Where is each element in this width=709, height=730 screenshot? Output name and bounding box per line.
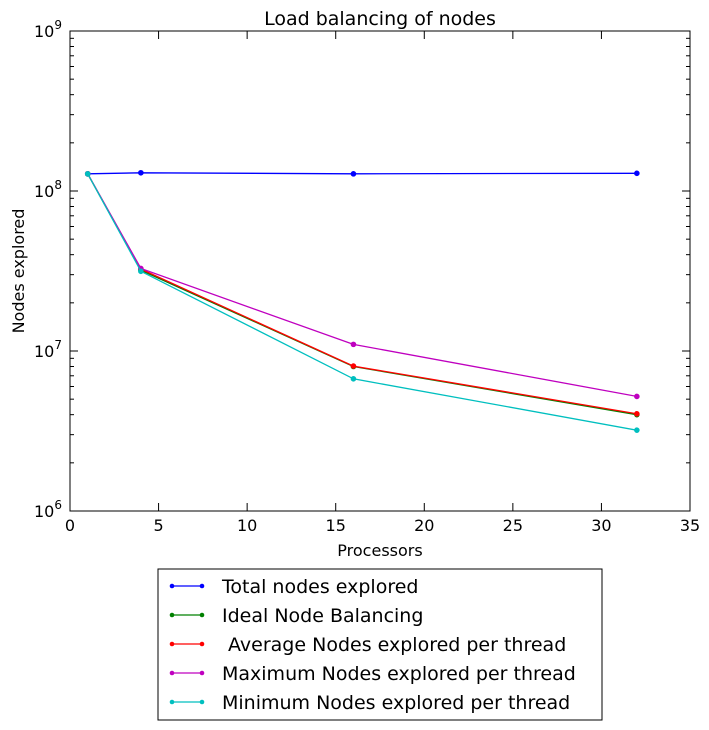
y-tick-label: 108 bbox=[34, 178, 62, 201]
y-tick-base: 10 bbox=[34, 22, 54, 41]
data-point bbox=[84, 171, 91, 177]
data-point bbox=[634, 393, 640, 400]
x-axis-title: Processors bbox=[337, 541, 422, 560]
legend-swatch-marker bbox=[169, 670, 175, 676]
y-tick-exponent: 8 bbox=[54, 178, 62, 192]
y-tick-label: 109 bbox=[34, 18, 62, 41]
y-axis-title: Nodes explored bbox=[9, 209, 28, 334]
x-tick-label: 5 bbox=[153, 516, 163, 535]
data-point bbox=[350, 171, 357, 177]
data-point bbox=[350, 376, 357, 382]
legend-box bbox=[157, 568, 603, 721]
legend-swatch-marker bbox=[199, 641, 205, 647]
y-tick-exponent: 9 bbox=[54, 18, 62, 32]
y-tick-exponent: 7 bbox=[54, 338, 62, 352]
data-point bbox=[350, 363, 357, 369]
x-tick-label: 15 bbox=[326, 516, 346, 535]
legend-swatch-marker bbox=[169, 699, 175, 705]
legend-swatch-marker bbox=[169, 641, 175, 647]
x-tick-label: 25 bbox=[503, 516, 523, 535]
data-point bbox=[634, 411, 640, 417]
x-tick-label: 20 bbox=[414, 516, 434, 535]
legend-swatch-marker bbox=[199, 583, 205, 589]
legend-swatch-marker bbox=[199, 670, 205, 676]
legend-label: Average Nodes explored per thread bbox=[222, 634, 566, 656]
y-tick-exponent: 6 bbox=[54, 498, 62, 512]
legend-label: Ideal Node Balancing bbox=[222, 605, 423, 627]
x-tick-label: 30 bbox=[591, 516, 611, 535]
data-point bbox=[634, 427, 640, 433]
legend-label: Total nodes explored bbox=[221, 576, 418, 598]
legend-swatch-marker bbox=[199, 612, 205, 618]
legend-label: Maximum Nodes explored per thread bbox=[222, 663, 576, 685]
legend-swatch-marker bbox=[199, 699, 205, 705]
legend-label: Minimum Nodes explored per thread bbox=[222, 692, 570, 714]
legend: Total nodes explored Ideal Node Balancing… bbox=[157, 568, 603, 721]
series-line-1 bbox=[87, 173, 638, 416]
data-point bbox=[138, 268, 144, 275]
data-point bbox=[138, 169, 144, 176]
series-line-0 bbox=[87, 172, 637, 175]
y-tick-base: 10 bbox=[34, 182, 54, 201]
series-line-3 bbox=[87, 173, 638, 398]
legend-swatch-marker bbox=[169, 583, 175, 589]
y-tick-label: 107 bbox=[34, 338, 62, 361]
x-tick-label: 0 bbox=[65, 516, 75, 535]
x-tick-label: 10 bbox=[237, 516, 257, 535]
y-tick-base: 10 bbox=[34, 342, 54, 361]
series-line-4 bbox=[87, 173, 638, 431]
data-point bbox=[350, 341, 357, 348]
plot-frame bbox=[69, 30, 691, 512]
x-tick-label: 35 bbox=[680, 516, 700, 535]
y-tick-label: 106 bbox=[34, 498, 62, 521]
legend-swatch-marker bbox=[169, 612, 175, 618]
chart-title: Load balancing of nodes bbox=[264, 8, 496, 30]
data-point bbox=[634, 170, 640, 177]
y-tick-base: 10 bbox=[34, 502, 54, 521]
series-line-2 bbox=[87, 173, 638, 415]
